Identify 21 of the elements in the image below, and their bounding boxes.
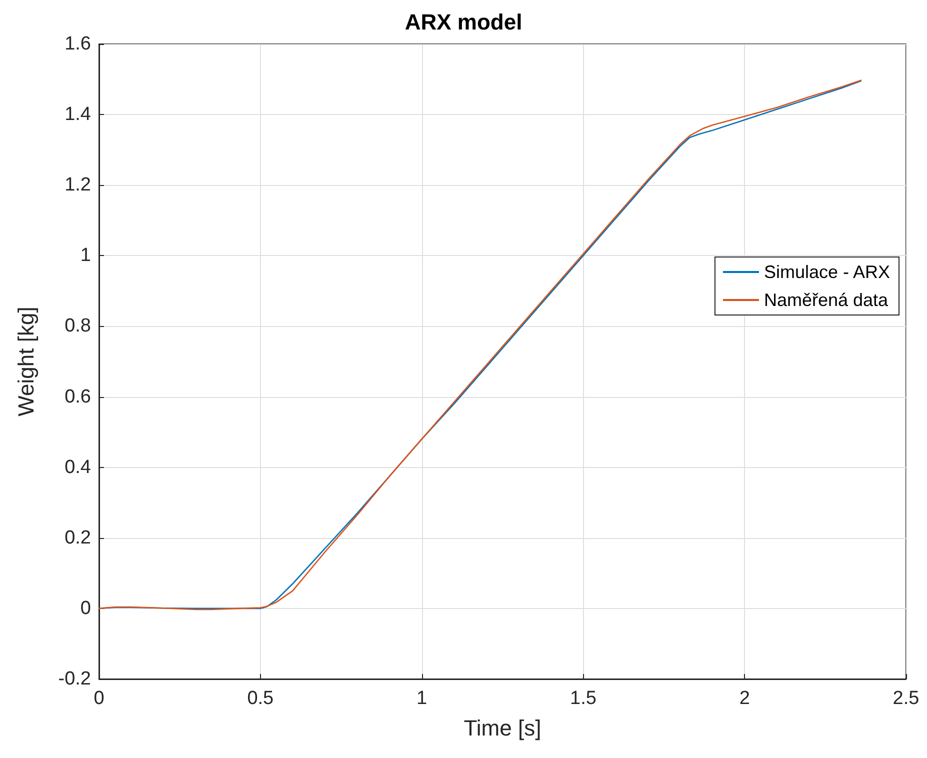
y-tick-label: 0.6 <box>64 386 91 408</box>
y-tick-label: 0.4 <box>64 456 92 478</box>
x-tick-label: 2 <box>739 688 750 709</box>
y-tick-label: -0.2 <box>58 668 91 690</box>
x-tick-label: 1.5 <box>570 688 596 709</box>
x-tick-label: 1 <box>416 688 428 709</box>
y-tick-label: 1.2 <box>64 174 91 196</box>
y-tick-label: 1.6 <box>64 34 91 54</box>
legend-label: Simulace - ARX <box>764 262 890 282</box>
x-tick-label: 0 <box>94 688 104 709</box>
y-tick-label: 1.4 <box>64 104 92 126</box>
y-tick-label: 1 <box>80 245 91 266</box>
y-tick-label: 0.2 <box>64 527 91 548</box>
y-tick-label: 0.8 <box>64 316 91 337</box>
x-tick-label: 0.5 <box>247 688 274 709</box>
y-axis-title: Weight [kg] <box>14 306 38 416</box>
x-tick-label: 2.5 <box>892 688 920 709</box>
y-tick-label: 0 <box>80 598 91 619</box>
chart-title: ARX model <box>404 10 522 34</box>
x-axis-title: Time [s] <box>464 716 542 740</box>
legend-label: Naměřená data <box>764 290 890 310</box>
